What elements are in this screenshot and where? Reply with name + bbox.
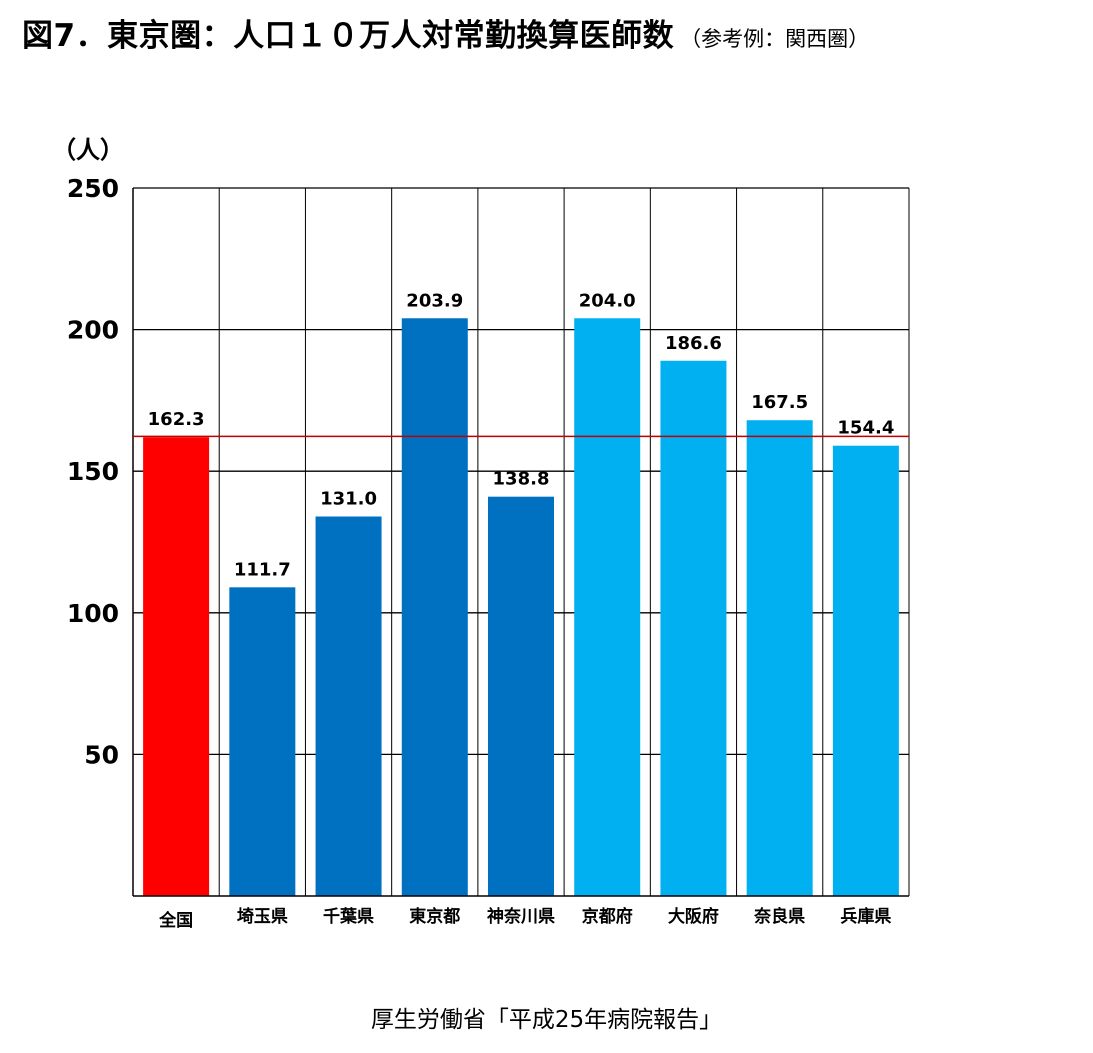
data-label: 186.6 bbox=[665, 333, 722, 354]
bar bbox=[660, 360, 727, 896]
data-label: 111.7 bbox=[234, 559, 291, 580]
bar bbox=[229, 587, 296, 896]
bar bbox=[401, 318, 468, 897]
y-tick-label: 200 bbox=[67, 316, 119, 345]
chart-title-main: 図7．東京圏：人口１０万人対常勤換算医師数 bbox=[22, 18, 675, 54]
bar bbox=[315, 516, 382, 896]
x-tick-label: 神奈川県 bbox=[487, 906, 555, 927]
y-axis-unit-label: （人） bbox=[52, 136, 124, 164]
x-tick-label: 京都府 bbox=[582, 906, 633, 927]
data-label: 138.8 bbox=[493, 469, 550, 490]
data-label: 167.5 bbox=[751, 392, 808, 413]
chart-title-sub: （参考例：関西圏） bbox=[680, 27, 870, 51]
y-tick-label: 100 bbox=[67, 599, 119, 628]
x-tick-label: 奈良県 bbox=[753, 906, 805, 927]
x-tick-label: 埼玉県 bbox=[237, 906, 288, 927]
data-label: 131.0 bbox=[320, 489, 377, 510]
y-tick-label: 150 bbox=[67, 457, 119, 486]
x-tick-label: 全国 bbox=[158, 910, 193, 931]
x-tick-label: 東京都 bbox=[409, 906, 460, 927]
data-label: 203.9 bbox=[406, 290, 463, 311]
data-label: 162.3 bbox=[148, 409, 205, 430]
x-tick-label: 兵庫県 bbox=[840, 906, 891, 927]
bar bbox=[832, 445, 899, 896]
chart-title: 図7．東京圏：人口１０万人対常勤換算医師数 （参考例：関西圏） bbox=[22, 10, 869, 55]
data-label: 154.4 bbox=[837, 418, 894, 439]
bar bbox=[574, 318, 641, 897]
bar bbox=[488, 496, 554, 896]
y-tick-label: 50 bbox=[84, 740, 119, 769]
x-tick-label: 千葉県 bbox=[323, 906, 374, 927]
data-label: 204.0 bbox=[579, 290, 636, 311]
bar bbox=[746, 420, 813, 896]
y-tick-label: 250 bbox=[67, 174, 119, 203]
source-note: 厚生労働省「平成25年病院報告」 bbox=[370, 1007, 723, 1033]
bar bbox=[143, 437, 210, 896]
x-tick-label: 大阪府 bbox=[668, 906, 719, 927]
